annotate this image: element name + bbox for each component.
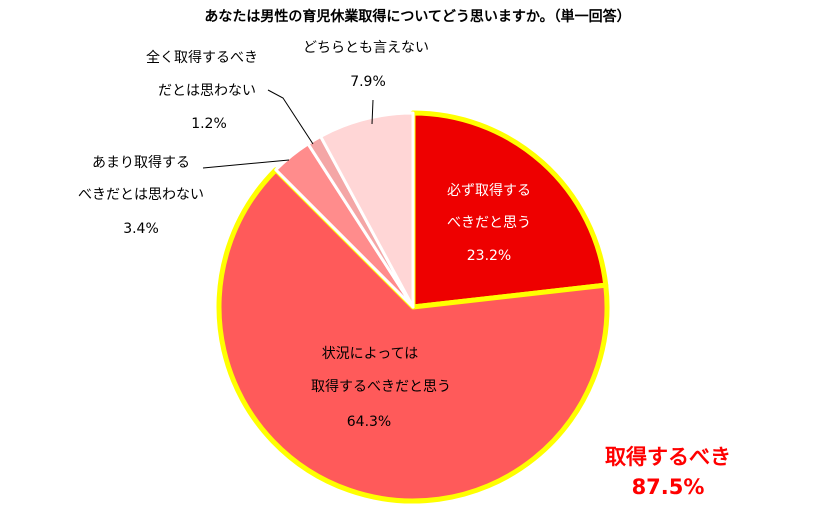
slice-label-amari-1: あまり取得する: [92, 154, 190, 171]
leader-line-amari: [202, 159, 290, 169]
summary-label: 取得するべき: [605, 445, 731, 469]
chart-title: あなたは男性の育児休業取得についてどう思いますか。（単一回答）: [204, 9, 631, 25]
pie-slice-kanarazu: [410, 110, 609, 310]
slice-label-mattaku-1: 全く取得するべき: [146, 49, 258, 66]
slice-value-jokyo: 64.3%: [347, 414, 391, 430]
slice-value-amari: 3.4%: [123, 221, 159, 237]
slice-value-mattaku: 1.2%: [191, 116, 227, 132]
slice-label-dochira: どちらとも言えない: [303, 40, 429, 56]
summary-value: 87.5%: [632, 475, 705, 499]
slice-label-jokyo-2: 取得するべきだと思う: [311, 378, 451, 395]
pie-slice-dochira: [319, 111, 415, 309]
slice-label-jokyo-1: 状況によっては: [322, 346, 419, 362]
leader-line-mattaku: [267, 89, 314, 145]
pie-slice-jokyo: [216, 167, 610, 504]
slice-label-kanarazu-2: べきだと思う: [447, 215, 531, 231]
slice-label-mattaku-2: だとは思わない: [158, 83, 256, 99]
slice-value-kanarazu: 23.2%: [467, 248, 511, 264]
slice-label-kanarazu-1: 必ず取得する: [447, 182, 531, 199]
slice-label-amari-2: べきだとは思わない: [78, 187, 204, 203]
slice-value-dochira: 7.9%: [350, 74, 386, 90]
leader-line-dochira: [371, 99, 374, 125]
